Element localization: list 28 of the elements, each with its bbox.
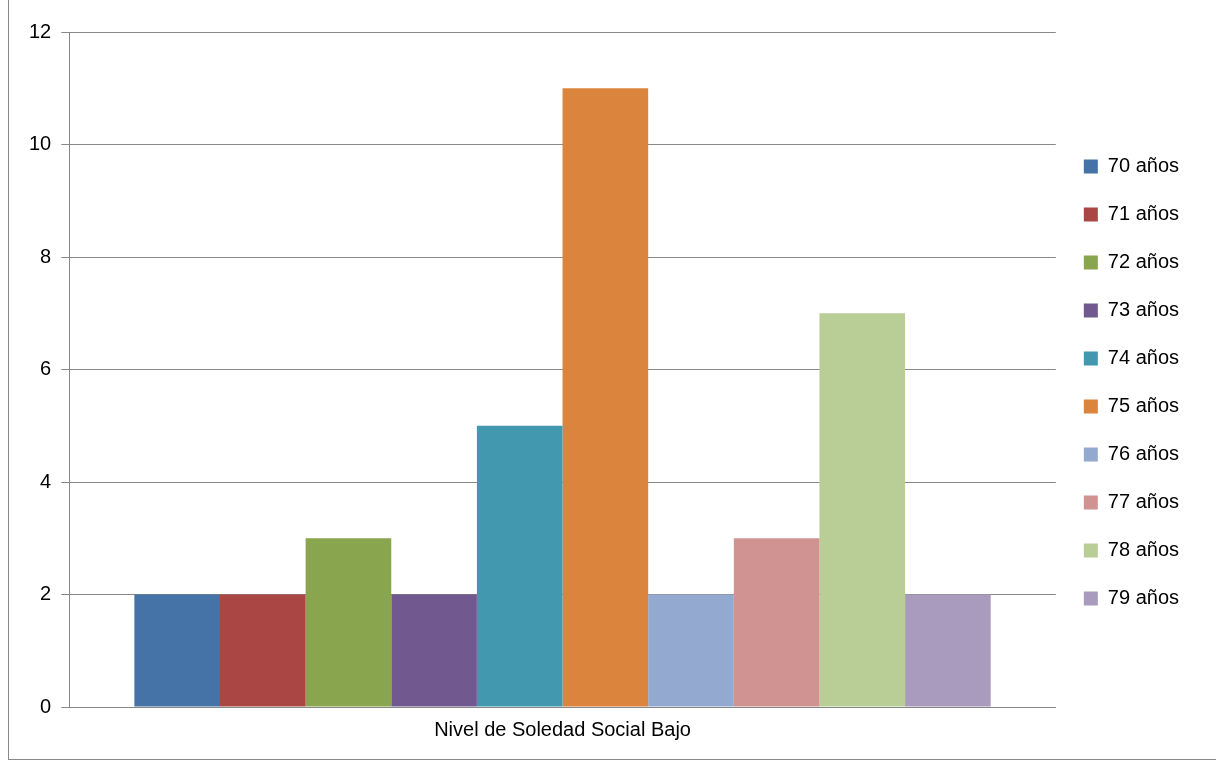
y-tick-label: 0 [40,694,52,717]
bar [476,425,563,707]
y-tick-label: 4 [40,469,52,492]
legend-label: 71 años [1107,202,1179,225]
legend-label: 79 años [1107,586,1179,609]
legend-label: 76 años [1107,442,1179,465]
bar [220,594,306,707]
y-tick-label: 10 [29,132,52,155]
y-tick-label: 2 [40,582,52,605]
bar [733,538,820,707]
bar [134,594,220,707]
legend-label: 72 años [1107,250,1179,273]
bar [305,538,392,707]
y-tick-label: 12 [29,19,52,42]
y-tick-label: 8 [40,244,52,267]
legend-label: 74 años [1107,346,1179,369]
legend-label: 70 años [1107,154,1179,177]
legend-label: 77 años [1107,490,1179,513]
legend-label: 75 años [1107,394,1179,417]
bar [905,594,991,707]
bar [391,594,477,707]
bar [562,88,649,707]
x-tick-label: Nivel de Soledad Social Bajo [434,717,691,740]
y-tick-label: 6 [40,357,52,380]
legend-label: 73 años [1107,298,1179,321]
legend-label: 78 años [1107,538,1179,561]
bar [819,313,906,707]
bar [648,594,734,707]
